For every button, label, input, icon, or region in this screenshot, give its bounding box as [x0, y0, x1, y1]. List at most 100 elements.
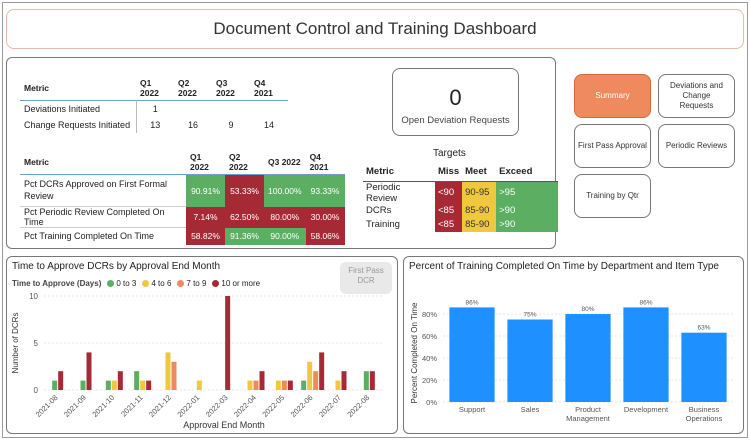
data-label: 86%	[639, 299, 652, 306]
legend-swatch	[212, 280, 220, 287]
x-tick-label: 2022-06	[289, 393, 315, 419]
table-row[interactable]: Training <85 85-90 >90	[363, 217, 559, 232]
table-row[interactable]: Change Requests Initiated 13 16 9 14	[20, 116, 288, 133]
bar	[341, 371, 347, 390]
bar	[140, 380, 146, 390]
x-tick-label: Management	[566, 414, 611, 423]
legend-title: Time to Approve (Days)	[12, 279, 102, 288]
exceed-cell: >95	[496, 181, 559, 204]
bar	[681, 332, 727, 402]
cell-value: 1	[152, 103, 158, 114]
open-deviation-card: 0 Open Deviation Requests	[392, 68, 519, 136]
row-metric: Pct DCRs Approved on First Formal Review	[20, 174, 186, 207]
cell-value: 16	[187, 119, 198, 130]
bar	[80, 380, 86, 390]
dashboard-title: Document Control and Training Dashboard	[6, 9, 744, 49]
column-header[interactable]: Metric	[366, 166, 394, 178]
legend-item[interactable]: 7 to 9	[177, 279, 206, 288]
column-header[interactable]: Q3 2022	[216, 78, 235, 98]
nav-summary-button[interactable]: Summary	[574, 74, 651, 118]
column-header[interactable]: Q3 2022	[268, 157, 301, 167]
bar	[117, 371, 123, 390]
bar	[196, 380, 202, 390]
cell-value: 62.50%	[225, 206, 264, 228]
column-header[interactable]: Metric	[24, 157, 50, 167]
bar	[253, 380, 259, 390]
row-metric: Change Requests Initiated	[20, 116, 137, 133]
table-row[interactable]: Deviations Initiated 1	[20, 100, 288, 117]
y-tick-label: 20%	[422, 376, 437, 385]
exceed-cell: >90	[496, 217, 559, 232]
legend-swatch	[142, 280, 150, 287]
x-tick-label: Support	[459, 405, 486, 414]
bar	[165, 352, 171, 390]
training-chart-title: Percent of Training Completed On Time by…	[409, 261, 719, 272]
first-pass-dcr-button[interactable]: First Pass DCR	[340, 262, 392, 294]
x-tick-label: 2022-07	[317, 393, 343, 419]
x-tick-label: Sales	[521, 405, 540, 414]
x-tick-label: 2021-10	[90, 393, 116, 419]
table-row[interactable]: Pct DCRs Approved on First Formal Review…	[20, 174, 345, 207]
x-tick-label: 2022-05	[260, 393, 286, 419]
nav-training-button[interactable]: Training by Qtr	[574, 174, 651, 218]
nav-periodic-button[interactable]: Periodic Reviews	[658, 124, 735, 168]
column-header[interactable]: Q2 2022	[229, 152, 248, 172]
y-tick-label: 40%	[422, 354, 437, 363]
table-row[interactable]: Pct Periodic Review Completed On Time 7.…	[20, 206, 345, 228]
data-label: 80%	[581, 306, 594, 313]
x-tick-label: Operations	[686, 414, 723, 423]
row-metric: Training	[366, 219, 400, 230]
miss-cell: <85	[435, 217, 463, 232]
bar	[52, 380, 58, 390]
column-header[interactable]: Meet	[465, 166, 487, 178]
bar	[171, 361, 177, 390]
bar	[134, 371, 140, 390]
y-tick-label: 60%	[422, 332, 437, 341]
nav-first-pass-button[interactable]: First Pass Approval	[574, 124, 651, 168]
y-tick-label: 10	[29, 292, 38, 301]
legend-item[interactable]: 0 to 3	[107, 279, 136, 288]
legend-item[interactable]: 4 to 6	[142, 279, 171, 288]
x-tick-label: Product	[575, 405, 602, 414]
column-header[interactable]: Q1 2022	[140, 78, 159, 98]
miss-cell: <90	[435, 181, 463, 204]
approval-chart-panel	[6, 256, 398, 434]
column-header[interactable]: Metric	[24, 83, 50, 93]
nav-deviations-button[interactable]: Deviations and Change Requests	[658, 74, 735, 118]
bar	[369, 371, 375, 390]
kpi-label: Open Deviation Requests	[401, 115, 510, 126]
cell-value: 100.00%	[264, 174, 306, 207]
bar	[565, 314, 611, 402]
column-header[interactable]: Q4 2021	[254, 78, 273, 98]
column-header[interactable]: Q2 2022	[178, 78, 197, 98]
table-row[interactable]: Pct Training Completed On Time 58.82% 91…	[20, 227, 345, 245]
column-header[interactable]: Q1 2022	[190, 152, 209, 172]
table-row[interactable]: DCRs <85 85-90 >90	[363, 203, 559, 218]
x-tick-label: 2021-08	[34, 393, 60, 419]
bar	[335, 380, 341, 390]
bar	[623, 307, 669, 402]
kpi-value: 0	[449, 85, 462, 110]
cell-value	[212, 101, 250, 117]
legend-item[interactable]: 10 or more	[212, 279, 260, 288]
cell-value: 58.06%	[305, 227, 345, 245]
x-tick-label: 2021-09	[62, 393, 88, 419]
cell-value: 53.33%	[225, 174, 264, 207]
y-axis-label: Number of DCRs	[11, 313, 20, 374]
x-tick-label: 2021-12	[147, 393, 173, 419]
data-label: 75%	[523, 312, 536, 319]
cell-value: 9	[228, 119, 234, 130]
row-metric: Pct Periodic Review Completed On Time	[20, 206, 186, 228]
y-axis-label: Percent Completed On Time	[410, 302, 419, 403]
table-row[interactable]: Periodic Review <90 90-95 >95	[363, 181, 559, 204]
bar	[287, 380, 293, 390]
column-header[interactable]: Miss	[438, 166, 460, 178]
cell-value: 93.33%	[305, 174, 345, 207]
bar	[307, 361, 313, 390]
x-tick-label: 2022-04	[232, 393, 258, 419]
column-header[interactable]: Q4 2021	[309, 152, 329, 172]
x-tick-label: 2022-01	[175, 393, 201, 419]
column-header[interactable]: Exceed	[499, 166, 533, 178]
cell-value: 7.14%	[186, 206, 225, 228]
row-metric: DCRs	[366, 205, 392, 216]
